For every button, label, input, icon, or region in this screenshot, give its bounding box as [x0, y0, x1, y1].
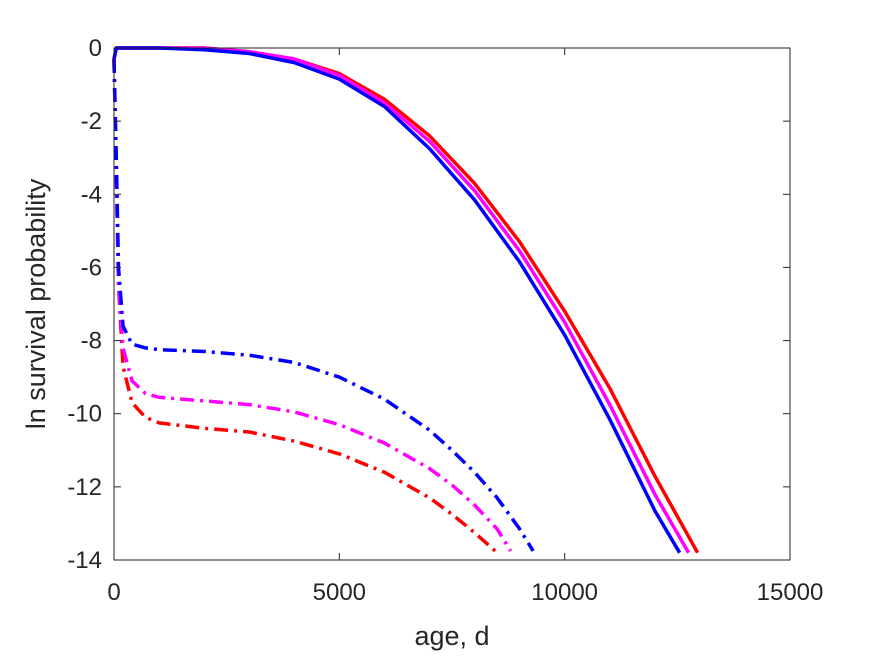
y-tick-label: -10: [67, 401, 102, 428]
plot-frame: [113, 47, 791, 561]
y-tick-label: -14: [67, 547, 102, 574]
y-tick-label: -8: [81, 328, 102, 355]
y-axis-label: ln survival probability: [21, 178, 51, 429]
x-axis-label: age, d: [414, 621, 489, 651]
y-tick-label: -2: [81, 108, 102, 135]
x-tick-label: 10000: [531, 579, 598, 606]
x-tick-label: 15000: [757, 579, 824, 606]
tick-layer: 0 5000 10000 15000 0 -2 -4 -6 -8 -10 -12 -14: [67, 35, 823, 606]
x-tick-label: 0: [107, 579, 120, 606]
y-tick-label: -4: [81, 181, 102, 208]
y-tick-label: 0: [89, 35, 102, 62]
series-line-6: [112, 58, 535, 552]
series-line-3: [112, 46, 682, 554]
y-tick-label: -12: [67, 474, 102, 501]
y-tick-label: -6: [81, 254, 102, 281]
x-tick-label: 5000: [313, 579, 366, 606]
